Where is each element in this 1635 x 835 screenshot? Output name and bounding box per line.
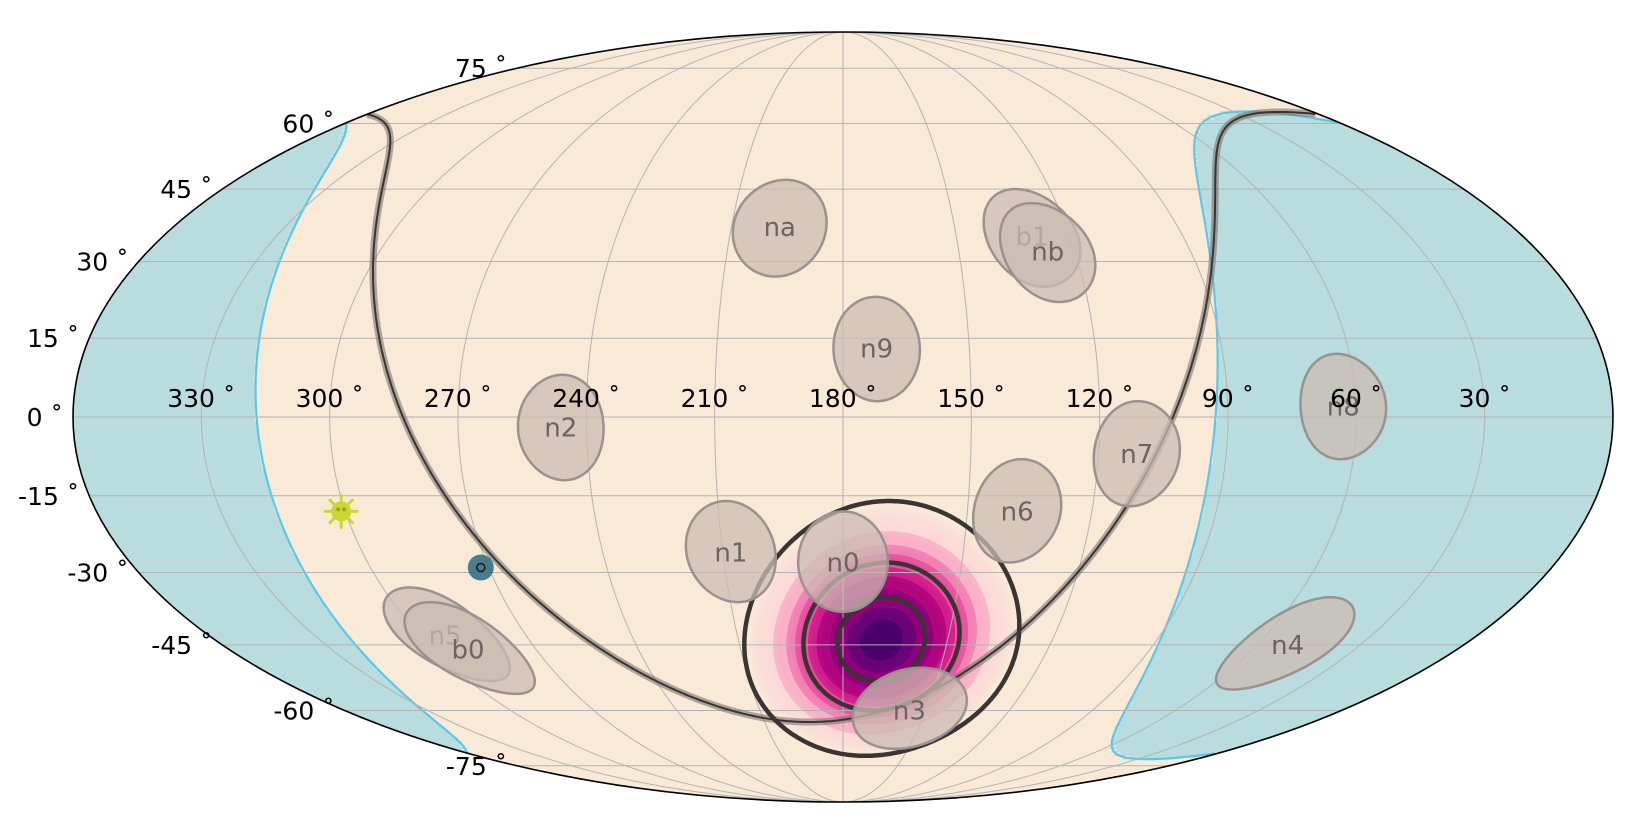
dec-tick-label: -15 ˚ <box>18 482 79 511</box>
detector-footprint <box>796 510 890 614</box>
dec-tick-label: 30 ˚ <box>76 248 128 277</box>
detector-label: na <box>764 213 796 243</box>
detector-n2: n2 <box>516 373 605 482</box>
dec-tick-label: -45 ˚ <box>151 631 212 660</box>
ra-tick-label: 180 ˚ <box>809 384 877 413</box>
detector-footprint <box>1092 399 1182 508</box>
detector-label: n2 <box>544 414 577 444</box>
detector-label: n9 <box>860 335 893 365</box>
detector-label: n4 <box>1271 631 1304 661</box>
detector-n7: n7 <box>1092 399 1182 508</box>
dec-tick-label: 75 ˚ <box>455 54 507 83</box>
detector-n1: n1 <box>684 499 778 604</box>
detector-n3: n3 <box>851 666 969 751</box>
ra-tick-label: 150 ˚ <box>937 384 1005 413</box>
detector-n4: n4 <box>1214 596 1356 691</box>
detector-label: n6 <box>1001 497 1034 527</box>
ra-tick-label: 300 ˚ <box>296 384 364 413</box>
earth-region-fill <box>73 111 1613 760</box>
ra-tick-label: 210 ˚ <box>681 384 749 413</box>
detector-n0: n0 <box>796 510 890 614</box>
detector-footprint <box>1299 352 1388 461</box>
source-marker <box>467 554 494 581</box>
detector-label: b0 <box>451 636 484 666</box>
detector-label: n7 <box>1120 440 1153 470</box>
detector-footprint <box>516 373 605 482</box>
ra-tick-label: 330 ˚ <box>167 384 235 413</box>
galactic-plane <box>366 108 1316 726</box>
map-outline <box>72 31 1614 803</box>
detector-nb: nb <box>998 201 1097 304</box>
detector-footprint <box>684 499 778 604</box>
detector-n8: n8 <box>1299 352 1388 461</box>
detector-footprint <box>971 457 1063 564</box>
detector-footprint <box>832 295 922 403</box>
dec-tick-label: -60 ˚ <box>273 697 334 726</box>
detector-label: n1 <box>714 538 747 568</box>
ra-tick-label: 120 ˚ <box>1066 384 1134 413</box>
detector-n9: n9 <box>832 295 922 403</box>
detector-footprint <box>403 600 537 696</box>
map-border <box>72 31 1614 803</box>
ra-tick-label: 90 ˚ <box>1202 384 1254 413</box>
dec-tick-label: 15 ˚ <box>27 324 79 353</box>
dec-tick-label: 60 ˚ <box>282 110 334 139</box>
detector-footprint <box>998 201 1097 304</box>
dec-tick-label: 45 ˚ <box>160 175 212 204</box>
sun-icon <box>323 493 359 529</box>
detector-na: na <box>731 178 828 278</box>
detector-label: nb <box>1031 238 1064 268</box>
detector-n6: n6 <box>971 457 1063 564</box>
detector-pointings: nab1nbn9n2n8n7n6n1n0n5b0n3n4 <box>382 178 1388 751</box>
detector-label: n8 <box>1327 392 1360 422</box>
source-marker-center <box>476 562 486 573</box>
dec-tick-label: 0 ˚ <box>27 403 63 432</box>
detector-footprint <box>851 666 969 751</box>
ra-tick-label: 270 ˚ <box>424 384 492 413</box>
detector-footprint <box>731 178 828 278</box>
detector-footprint <box>1214 596 1356 691</box>
ra-tick-label: 60 ˚ <box>1330 384 1382 413</box>
detector-b0: b0 <box>403 600 537 696</box>
probability-level <box>877 636 886 645</box>
dec-tick-label: -75 ˚ <box>446 752 507 781</box>
galactic-plane-line <box>367 111 1316 723</box>
tick-labels: 330 ˚ 300 ˚ 270 ˚ 240 ˚ 210 ˚ 180 ˚ 150 ˚ 120 ˚… <box>18 54 1511 781</box>
ra-tick-label: 30 ˚ <box>1459 384 1511 413</box>
dec-tick-label: -30 ˚ <box>67 559 128 588</box>
detector-label: n3 <box>893 697 926 727</box>
ra-tick-label: 240 ˚ <box>552 384 620 413</box>
markers <box>323 493 494 581</box>
detector-label: n0 <box>826 549 859 579</box>
